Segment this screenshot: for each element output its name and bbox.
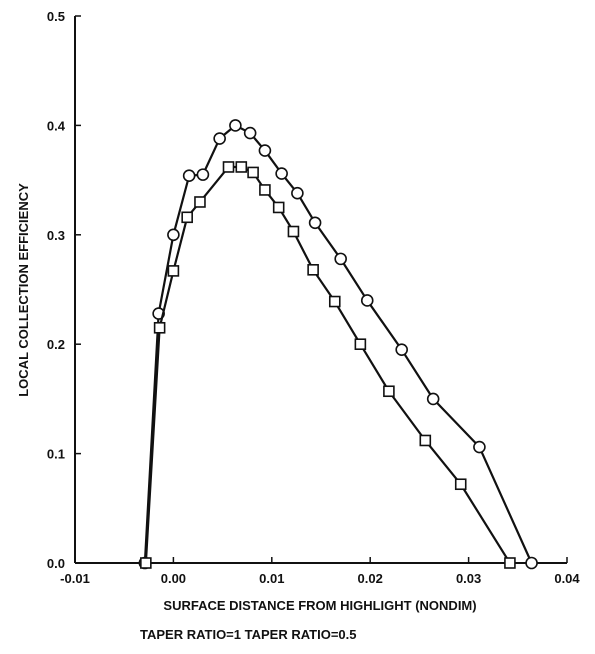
y-tick-label: 0.0 [47,556,65,571]
y-tick-label: 0.4 [47,118,66,133]
data-point-circle [275,167,288,180]
data-point-circle [229,119,242,132]
series-line [143,124,533,564]
data-point-square [140,557,152,569]
data-point-circle [213,132,226,145]
tick-marks [74,15,568,564]
y-tick-label: 0.3 [47,228,65,243]
x-tick-label: 0.03 [456,571,481,586]
x-tick-label: 0.02 [358,571,383,586]
data-point-circle [395,343,408,356]
data-point-square [354,338,367,351]
x-tick-label: -0.01 [60,571,90,586]
data-point-square [181,211,193,224]
data-point-square [454,478,467,491]
data-point-circle [243,126,257,140]
y-axis-label: LOCAL COLLECTION EFFICIENCY [16,183,31,397]
data-point-circle [258,144,272,157]
data-point-circle [360,294,374,307]
y-tick-label: 0.5 [47,9,65,24]
data-point-circle [291,186,304,200]
axes [74,16,567,564]
data-point-circle [182,169,196,183]
legend-entry-series-2: TAPER RATIO=0.5 [244,627,357,642]
x-tick-label: 0.04 [554,571,580,586]
data-point-square [307,264,319,276]
series-line [144,165,511,564]
data-series [138,119,538,570]
data-point-square [167,265,180,277]
legend-entry-series-1: TAPER RATIO=1 [140,627,242,642]
data-point-square [419,434,432,447]
y-tick-labels: 0.0 0.1 0.2 0.3 0.4 0.5 [47,9,66,571]
data-point-square [287,225,300,238]
data-point-circle [525,556,538,570]
x-tick-label: 0.00 [161,571,186,586]
data-point-circle [334,252,347,266]
data-point-square [194,196,206,208]
data-point-square [383,385,395,398]
series-1 [138,119,538,570]
data-point-circle [167,228,180,242]
x-tick-labels: -0.01 0.00 0.01 0.02 0.03 0.04 [60,571,580,586]
data-point-circle [473,440,486,454]
x-tick-label: 0.01 [259,571,284,586]
y-tick-label: 0.2 [47,337,65,352]
data-point-square [272,201,285,214]
data-point-square [328,295,341,308]
data-point-square [259,184,271,196]
legend: TAPER RATIO=1 TAPER RATIO=0.5 [140,627,357,642]
data-point-circle [426,392,440,406]
data-point-square [153,321,166,334]
data-point-square [222,161,235,173]
data-point-square [247,166,259,179]
data-point-circle [308,216,322,230]
data-point-circle [196,168,210,181]
data-point-square [504,557,516,569]
series-2 [140,161,516,569]
data-point-square [235,161,248,173]
y-tick-label: 0.1 [47,447,65,462]
x-axis-label: SURFACE DISTANCE FROM HIGHLIGHT (NONDIM) [163,598,476,613]
